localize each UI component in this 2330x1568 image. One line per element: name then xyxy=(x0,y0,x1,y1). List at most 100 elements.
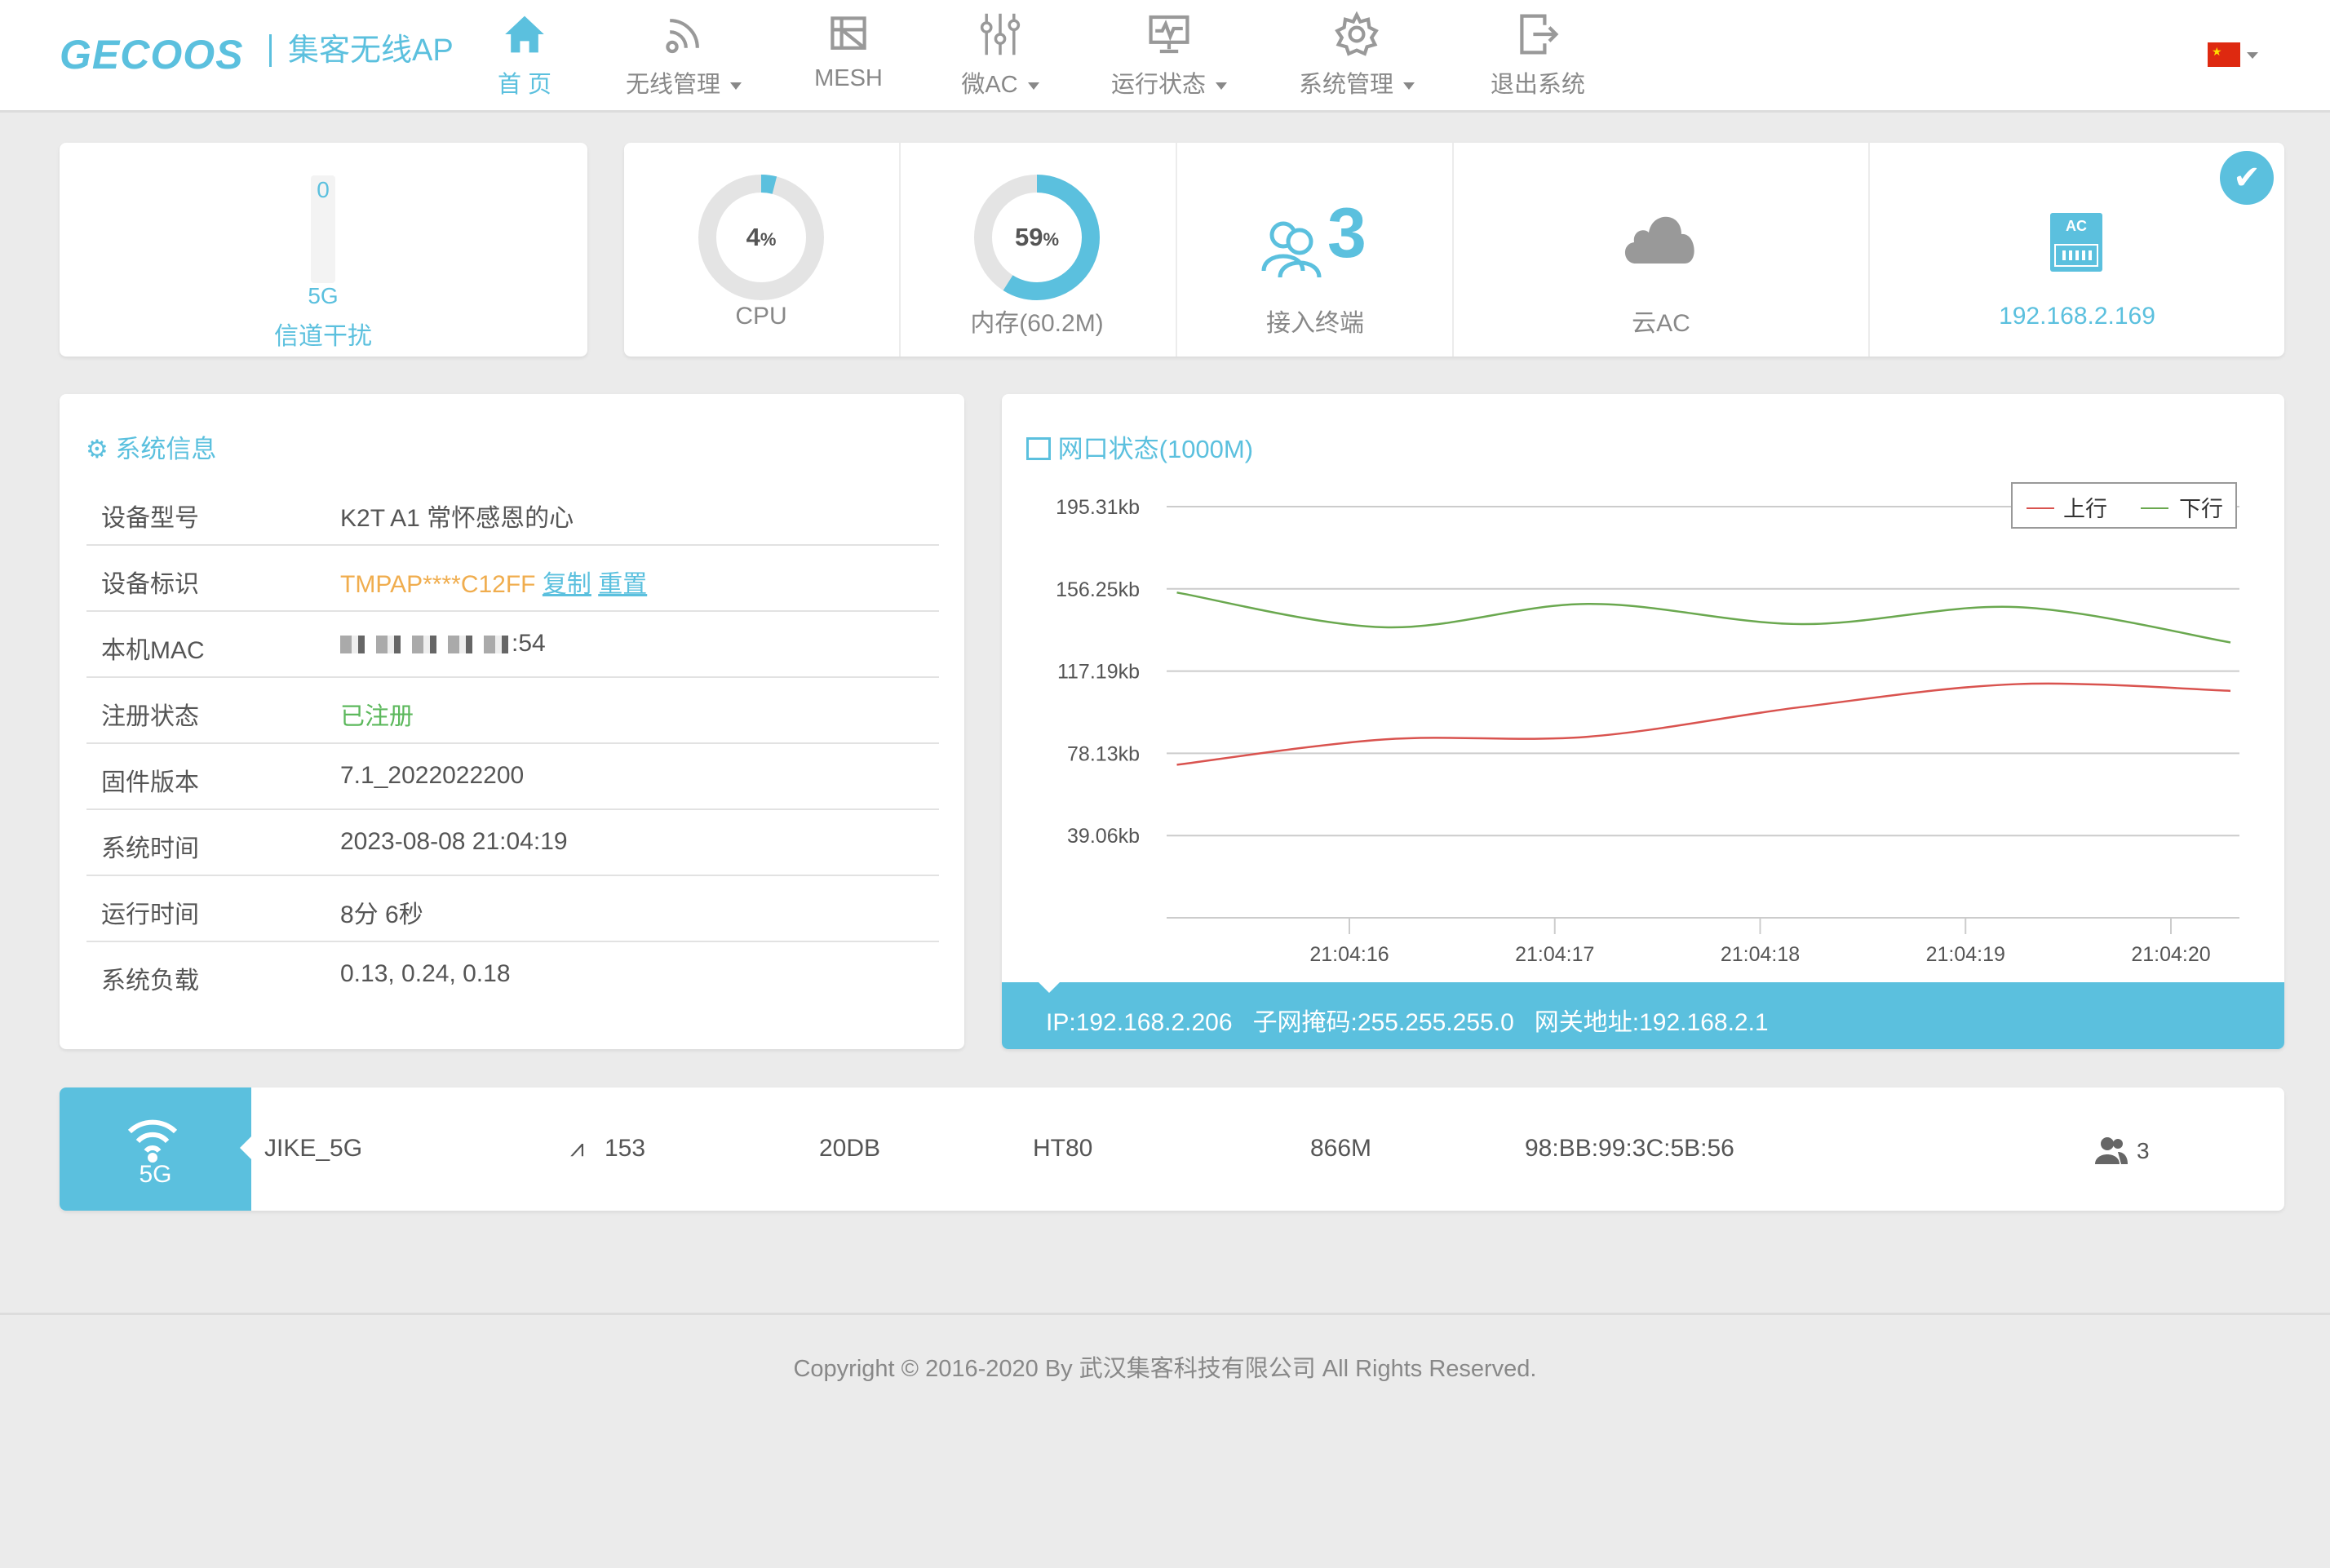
home-icon xyxy=(505,16,544,53)
nav-label: 退出系统 xyxy=(1490,72,1585,98)
interference-card: 0 5G 信道干扰 xyxy=(60,143,587,357)
status-card: 4% CPU 59% 内存(60.2M) 3 接入终端 云AC AC 192.1… xyxy=(624,143,2284,357)
bssid: 98:BB:99:3C:5B:56 xyxy=(1525,1135,1734,1162)
ac-device-icon: AC xyxy=(2050,213,2102,272)
info-row-load: 系统负载 0.13, 0.24, 0.18 xyxy=(101,960,511,994)
network-panel: 网口状态(1000M) 39.06kb 78.13kb 117.19kb 156.25… xyxy=(1002,394,2284,1049)
nav-logout[interactable]: 退出系统 xyxy=(1448,11,1628,100)
info-row-time: 系统时间 2023-08-08 21:04:19 xyxy=(86,810,939,876)
x-tick-label: 21:04:16 xyxy=(1309,943,1389,966)
caret-down-icon xyxy=(1027,82,1039,90)
nav-mesh[interactable]: MESH xyxy=(759,11,938,92)
nav-wireless[interactable]: 无线管理 xyxy=(594,11,773,100)
memory-label: 内存(60.2M) xyxy=(970,310,1104,337)
logout-icon xyxy=(1520,14,1559,55)
traffic-chart: 39.06kb 78.13kb 117.19kb 156.25kb 195.31kb 21… xyxy=(1056,482,2239,966)
nav-label: MESH xyxy=(814,65,883,91)
x-tick-label: 21:04:19 xyxy=(1926,943,2005,966)
y-tick-label: 117.19kb xyxy=(1057,661,1140,684)
copy-link[interactable]: 复制 xyxy=(542,571,591,598)
y-tick-label: 156.25kb xyxy=(1056,578,1140,601)
memory-donut xyxy=(974,175,1100,300)
panel-title: 网口状态(1000M) xyxy=(1026,428,1253,465)
users-icon xyxy=(1261,221,1322,277)
client-count: 3 xyxy=(2137,1138,2150,1163)
logo: GECOOS xyxy=(60,32,244,78)
y-tick-label: 39.06kb xyxy=(1067,825,1140,848)
nav-system[interactable]: 系统管理 xyxy=(1267,11,1446,100)
copyright: Copyright © 2016-2020 By 武汉集客科技有限公司 All … xyxy=(793,1356,1537,1382)
info-row-uptime: 运行时间 8分 6秒 xyxy=(86,876,939,942)
radio-row[interactable]: 5G JIKE_5G ⩘ 153 20DB HT80 866M 98:BB:99… xyxy=(60,1087,2284,1211)
info-row-firmware: 固件版本 7.1_2022022200 xyxy=(86,744,939,810)
nav-micro-ac[interactable]: 微AC xyxy=(910,11,1090,100)
check-icon: ✔ xyxy=(2220,151,2274,205)
y-tick-label: 78.13kb xyxy=(1067,742,1140,765)
network-info-bar: IP:192.168.2.206 子网掩码:255.255.255.0 网关地址… xyxy=(1002,981,2284,1049)
device-id: TMPAP****C12FF xyxy=(340,571,536,598)
clients-label[interactable]: 接入终端 xyxy=(1266,310,1364,337)
sliders-icon xyxy=(980,13,1021,55)
caret-down-icon[interactable] xyxy=(2247,52,2258,59)
nav-label: 运行状态 xyxy=(1110,72,1206,98)
ac-ip[interactable]: 192.168.2.169 xyxy=(1999,303,2155,330)
radio-band: 5G xyxy=(139,1161,172,1188)
cpu-arc xyxy=(698,175,824,300)
series-line-上行 xyxy=(1176,682,2231,766)
pulse-icon: ⩘ xyxy=(570,1135,584,1162)
system-info-panel: ⚙ 系统信息 设备型号 K2T A1 常怀感恩的心 设备标识 TMPAP****C1… xyxy=(60,394,964,1049)
info-row-id: 设备标识 TMPAP****C12FF 复制 重置 xyxy=(86,546,939,612)
gateway-value: 192.168.2.1 xyxy=(1639,1009,1769,1036)
ssid: JIKE_5G xyxy=(264,1135,363,1162)
nav-label: 系统管理 xyxy=(1298,72,1393,98)
radio-band-block: 5G xyxy=(60,1087,251,1211)
cloud-ac-label[interactable]: 云AC xyxy=(1632,310,1690,337)
interference-label: 信道干扰 xyxy=(274,323,372,350)
x-tick-label: 21:04:18 xyxy=(1721,943,1800,966)
reset-link[interactable]: 重置 xyxy=(598,571,648,598)
interference-bar xyxy=(311,175,335,283)
nav-status[interactable]: 运行状态 xyxy=(1079,11,1259,100)
tx-power: 20DB xyxy=(819,1135,881,1162)
monitor-icon xyxy=(1149,15,1189,54)
gear-icon: ⚙ xyxy=(86,435,109,463)
cloud-icon xyxy=(1624,216,1694,264)
caret-down-icon xyxy=(730,82,742,90)
cpu-label: CPU xyxy=(735,303,787,330)
ht-mode: HT80 xyxy=(1033,1135,1093,1162)
users-icon xyxy=(2095,1137,2128,1164)
legend-down: 下行 xyxy=(2179,497,2223,521)
y-tick-label: 195.31kb xyxy=(1056,496,1140,519)
port-icon xyxy=(1026,437,1051,460)
x-tick-label: 21:04:20 xyxy=(2131,943,2210,966)
memory-percent: 59% xyxy=(1014,223,1060,251)
band-label: 5G xyxy=(308,283,339,308)
interference-value: 0 xyxy=(317,177,330,202)
mask-value: 255.255.255.0 xyxy=(1357,1009,1514,1036)
panel-title: ⚙ 系统信息 xyxy=(86,435,217,463)
mac-value: :54 xyxy=(340,630,546,658)
logo-subtitle: 集客无线AP xyxy=(269,34,454,67)
series-line-下行 xyxy=(1176,591,2231,644)
china-flag-icon[interactable]: ★ xyxy=(2208,42,2240,67)
wifi-icon xyxy=(666,19,699,54)
memory-arc xyxy=(974,175,1100,300)
legend-up: 上行 xyxy=(2063,497,2107,521)
info-row-mac: 本机MAC:54 xyxy=(86,612,939,678)
wifi-lock-icon xyxy=(127,1119,178,1163)
nav-label: 无线管理 xyxy=(625,72,720,98)
footer: Copyright © 2016-2020 By 武汉集客科技有限公司 All … xyxy=(0,1313,2330,1568)
mesh-icon xyxy=(831,16,866,50)
client-count: 3 xyxy=(1327,194,1367,272)
pixelated-mac xyxy=(340,636,512,654)
pointer-arrow xyxy=(1038,981,1061,993)
caret-down-icon xyxy=(1216,82,1227,90)
info-row-model: 设备型号 K2T A1 常怀感恩的心 xyxy=(86,480,939,546)
top-header: GECOOS 集客无线AP 首 页 无线管理 MESH 微AC 运行状态 系统管… xyxy=(0,0,2330,113)
nav-label: 首 页 xyxy=(497,72,552,98)
cpu-percent: 4% xyxy=(746,223,777,251)
nav-home[interactable]: 首 页 xyxy=(435,11,614,100)
info-row-registration: 注册状态 已注册 xyxy=(86,678,939,744)
caret-down-icon xyxy=(1403,82,1415,90)
x-tick-label: 21:04:17 xyxy=(1515,943,1594,966)
